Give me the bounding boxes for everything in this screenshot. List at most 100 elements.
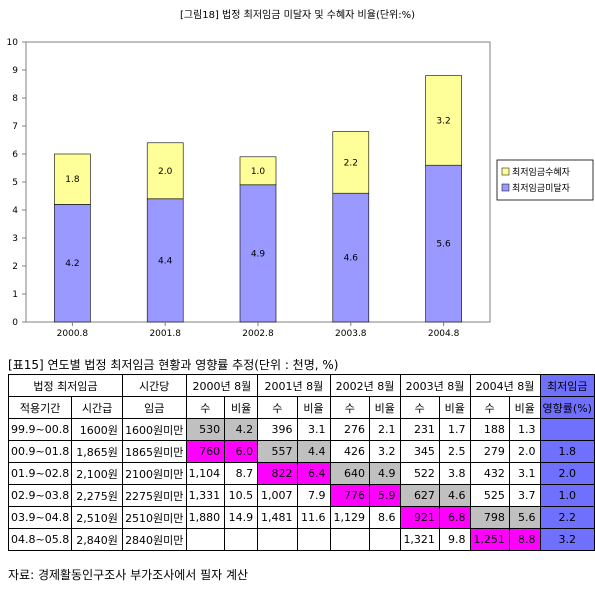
header-year: 2002년 8월 xyxy=(329,374,401,397)
cell-count: 188 xyxy=(469,418,510,441)
cell-ratio: 5.9 xyxy=(368,484,401,507)
cell-ratio: 8.6 xyxy=(368,506,401,529)
cell-count: 1,251 xyxy=(469,528,510,551)
cell-count: 1,321 xyxy=(399,528,440,551)
header-year: 2004년 8월 xyxy=(469,374,541,397)
cell-count: 530 xyxy=(185,418,226,441)
cell-impact: 3.2 xyxy=(539,528,595,551)
cell-count: 1,007 xyxy=(257,484,298,507)
cell-count: 557 xyxy=(257,440,298,463)
cell-ratio: 4.4 xyxy=(296,440,331,463)
cell-ratio: 3.8 xyxy=(438,462,471,485)
y-tick-label: 2 xyxy=(12,262,18,272)
cell-ratio: 3.2 xyxy=(368,440,401,463)
header-ratio: 비율 xyxy=(224,396,259,419)
chart-title: [그림18] 법정 최저임금 미달자 및 수혜자 비율(단위:%) xyxy=(179,10,416,21)
cell-period: 00.9~01.8 xyxy=(7,440,73,463)
cell-count xyxy=(185,528,226,551)
cell-ratio: 6.4 xyxy=(296,462,331,485)
table-row: 01.9~02.8 2,100원 2100원미만 1,104 8.7 822 6.4 640 4… xyxy=(7,462,595,485)
cell-ratio: 6.0 xyxy=(224,440,259,463)
cell-period: 01.9~02.8 xyxy=(7,462,73,485)
header-min-wage: 법정 최저임금 xyxy=(8,374,123,397)
header-ratio: 비율 xyxy=(296,396,331,419)
cell-count: 798 xyxy=(469,506,510,529)
header-impact: 최저임금 xyxy=(539,374,595,397)
cell-count: 276 xyxy=(329,418,370,441)
data-label: 4.4 xyxy=(158,256,173,266)
cell-wage: 1865원미만 xyxy=(121,440,187,463)
legend-swatch xyxy=(501,183,510,192)
cell-ratio: 4.9 xyxy=(368,462,401,485)
cell-count: 760 xyxy=(185,440,226,463)
header-wage: 임금 xyxy=(121,396,187,419)
data-label: 2.2 xyxy=(344,158,358,168)
cell-ratio: 9.8 xyxy=(438,528,471,551)
cell-count: 1,481 xyxy=(257,506,298,529)
table-row: 04.8~05.8 2,840원 2840원미만 1,321 9.8 1,251 8.8 3.… xyxy=(7,528,595,551)
cell-rate: 1600원 xyxy=(71,418,123,441)
cell-ratio: 1.7 xyxy=(438,418,471,441)
x-tick-label: 2001.8 xyxy=(149,329,181,339)
cell-ratio: 14.9 xyxy=(224,506,259,529)
header-count: 수 xyxy=(185,396,226,419)
y-tick-label: 4 xyxy=(12,206,18,216)
y-tick-label: 8 xyxy=(12,94,18,104)
header-ratio: 비율 xyxy=(508,396,541,419)
y-tick-label: 1 xyxy=(12,290,18,300)
data-label: 5.6 xyxy=(436,240,451,250)
cell-count: 522 xyxy=(399,462,440,485)
data-label: 4.6 xyxy=(344,254,359,264)
cell-ratio: 6.8 xyxy=(438,506,471,529)
cell-wage: 2100원미만 xyxy=(121,462,187,485)
cell-rate: 2,100원 xyxy=(71,462,123,485)
cell-period: 99.9~00.8 xyxy=(7,418,73,441)
y-tick-label: 7 xyxy=(12,122,18,132)
y-tick-label: 10 xyxy=(7,38,19,48)
bar-segment xyxy=(332,192,370,323)
cell-ratio: 5.6 xyxy=(508,506,541,529)
header-year: 2001년 8월 xyxy=(257,374,331,397)
header-rate: 시간급 xyxy=(71,396,123,419)
cell-count: 776 xyxy=(329,484,370,507)
data-label: 4.9 xyxy=(251,249,266,259)
bar-segment xyxy=(239,156,277,186)
y-tick-label: 3 xyxy=(12,234,18,244)
header-count: 수 xyxy=(399,396,440,419)
data-label: 4.2 xyxy=(65,259,79,269)
cell-wage: 1600원미만 xyxy=(121,418,187,441)
header-year: 2003년 8월 xyxy=(399,374,471,397)
cell-period: 04.8~05.8 xyxy=(7,528,73,551)
legend-box xyxy=(496,159,594,201)
bar-segment xyxy=(146,142,184,200)
header-row-2: 적용기간 시간급 임금 수 비율 수 비율 수 비율 수 비율 수 비율 영향률(%) xyxy=(7,396,595,419)
y-tick-label: 6 xyxy=(12,150,18,160)
data-label: 3.2 xyxy=(436,116,450,126)
cell-ratio: 8.8 xyxy=(508,528,541,551)
table-title: [표15] 연도별 법정 최저임금 현황과 영향률 추정(단위 : 천명, %) xyxy=(8,358,339,372)
min-wage-table: 법정 최저임금 시간당 2000년 8월 2001년 8월 2002년 8월 2003년 … xyxy=(7,374,595,551)
header-period: 적용기간 xyxy=(7,396,73,419)
cell-rate: 2,840원 xyxy=(71,528,123,551)
cell-ratio: 2.5 xyxy=(438,440,471,463)
y-tick-label: 5 xyxy=(12,178,18,188)
bar-segment xyxy=(54,204,91,323)
cell-count: 396 xyxy=(257,418,298,441)
cell-ratio: 11.6 xyxy=(296,506,331,529)
cell-count: 822 xyxy=(257,462,298,485)
bar-segment xyxy=(425,75,462,166)
y-tick-label: 0 xyxy=(12,318,18,328)
data-label: 1.0 xyxy=(251,167,266,177)
header-count: 수 xyxy=(257,396,298,419)
cell-count: 279 xyxy=(469,440,510,463)
bar-segment xyxy=(425,164,462,323)
x-tick-label: 2003.8 xyxy=(335,329,367,339)
x-tick-label: 2004.8 xyxy=(428,329,460,339)
legend-entry: 최저임금미달자 xyxy=(512,182,571,194)
data-label: 2.0 xyxy=(158,167,173,177)
cell-ratio: 2.0 xyxy=(508,440,541,463)
header-ratio: 비율 xyxy=(438,396,471,419)
cell-rate: 1,865원 xyxy=(71,440,123,463)
table-row: 02.9~03.8 2,275원 2275원미만 1,331 10.5 1,007 7.9 7… xyxy=(7,484,595,507)
cell-ratio xyxy=(296,528,331,551)
